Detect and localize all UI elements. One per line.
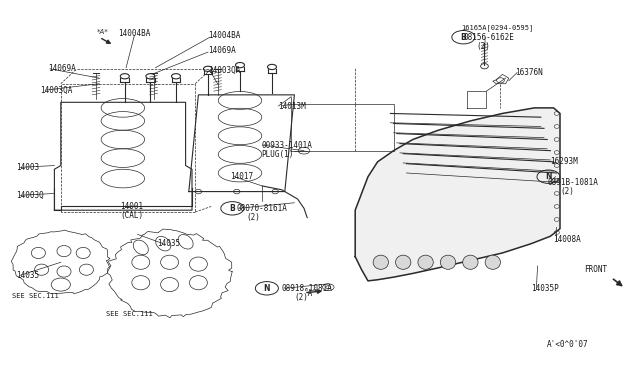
Text: *A*: *A* xyxy=(97,29,108,35)
Text: N: N xyxy=(545,172,552,181)
Text: 00933-1401A: 00933-1401A xyxy=(261,141,312,150)
Text: (CAL): (CAL) xyxy=(120,211,143,220)
Text: 14003QA: 14003QA xyxy=(40,86,73,94)
Text: 16293M: 16293M xyxy=(550,157,578,166)
Text: 14069A: 14069A xyxy=(48,64,76,73)
Text: 14035P: 14035P xyxy=(531,284,559,293)
Ellipse shape xyxy=(418,255,433,269)
Ellipse shape xyxy=(373,255,388,269)
Text: 14003: 14003 xyxy=(16,163,39,172)
Text: (2): (2) xyxy=(560,187,574,196)
Text: "A": "A" xyxy=(304,289,318,298)
Text: 08156-6162E: 08156-6162E xyxy=(464,33,515,42)
Text: 0891B-1081A: 0891B-1081A xyxy=(547,178,598,187)
Text: FRONT: FRONT xyxy=(584,265,607,274)
Text: (2): (2) xyxy=(246,213,260,222)
Text: 08918-1081A: 08918-1081A xyxy=(282,284,332,293)
Text: 14035: 14035 xyxy=(16,271,39,280)
Text: (2): (2) xyxy=(294,293,308,302)
Polygon shape xyxy=(355,108,560,281)
Text: B: B xyxy=(461,33,466,42)
Text: B: B xyxy=(230,204,235,213)
Text: 14003QA: 14003QA xyxy=(208,66,241,75)
Text: 08070-8161A: 08070-8161A xyxy=(237,204,287,213)
Text: 14035: 14035 xyxy=(157,239,180,248)
Ellipse shape xyxy=(463,255,478,269)
Text: (2): (2) xyxy=(477,42,491,51)
Text: SEE SEC.111: SEE SEC.111 xyxy=(12,293,58,299)
Text: 14008A: 14008A xyxy=(554,235,581,244)
Text: 14069A: 14069A xyxy=(208,46,236,55)
Text: 16165A[0294-0595]: 16165A[0294-0595] xyxy=(461,25,533,31)
Ellipse shape xyxy=(396,255,411,269)
Text: SEE SEC.111: SEE SEC.111 xyxy=(106,311,152,317)
Text: 14004BA: 14004BA xyxy=(118,29,151,38)
Text: 16376N: 16376N xyxy=(515,68,543,77)
Ellipse shape xyxy=(440,255,456,269)
Text: 14013M: 14013M xyxy=(278,102,306,110)
Text: PLUG(1): PLUG(1) xyxy=(261,150,294,159)
Text: 14017: 14017 xyxy=(230,172,253,181)
Ellipse shape xyxy=(485,255,500,269)
Text: 14004BA: 14004BA xyxy=(208,31,241,40)
Text: 14001: 14001 xyxy=(120,202,143,211)
Text: 14003Q: 14003Q xyxy=(16,191,44,200)
Text: N: N xyxy=(264,284,270,293)
Text: A'<0^0'07: A'<0^0'07 xyxy=(547,340,589,349)
